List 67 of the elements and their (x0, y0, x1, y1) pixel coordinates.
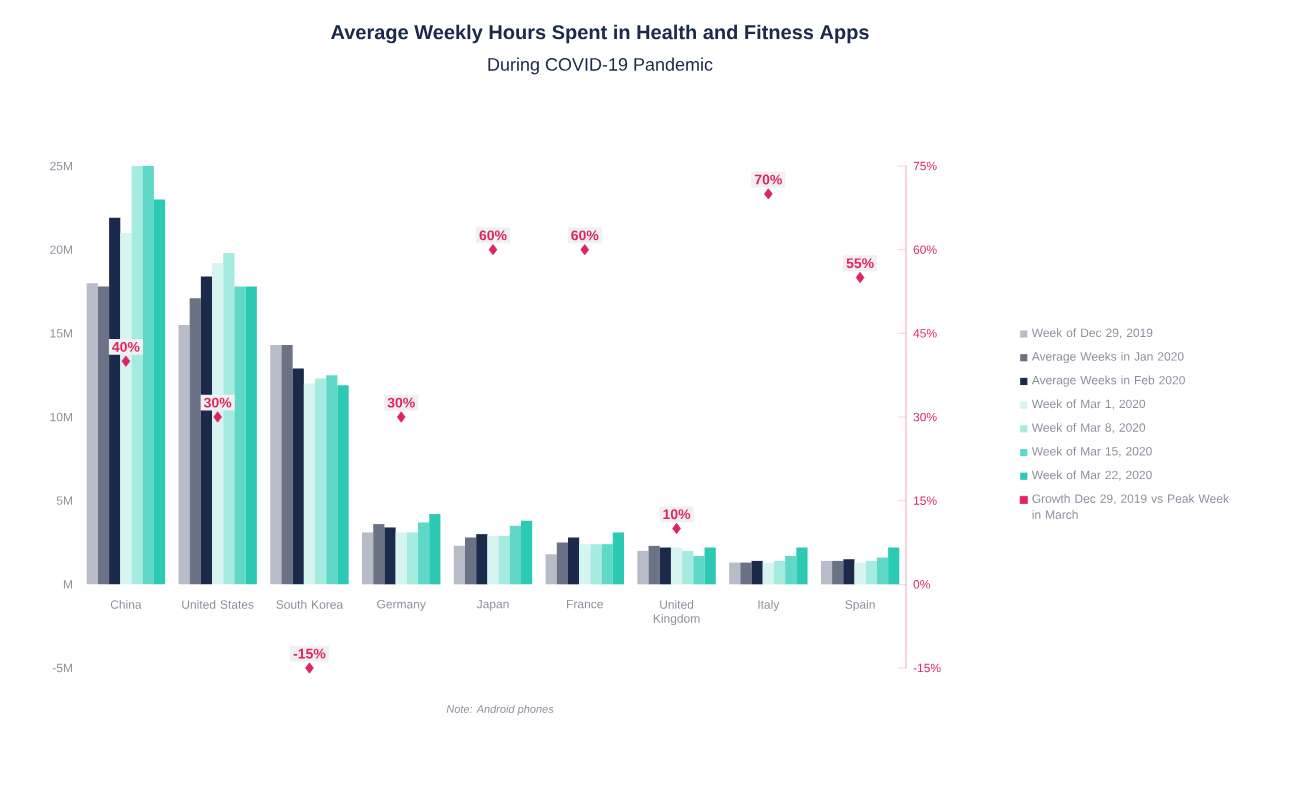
point (764, 188, 773, 200)
bar (509, 525, 521, 585)
bar (97, 286, 110, 585)
point (580, 244, 590, 256)
bar (373, 524, 385, 585)
bar (843, 559, 855, 585)
bar (601, 544, 613, 585)
bar (453, 545, 465, 585)
bar (648, 545, 660, 585)
bar (751, 560, 763, 585)
bar (326, 375, 338, 585)
bar (465, 537, 477, 585)
point (121, 355, 131, 367)
bar (876, 557, 889, 585)
bar (612, 532, 624, 585)
point (213, 411, 222, 423)
bar (498, 535, 510, 585)
bar (832, 560, 844, 585)
bar (142, 166, 154, 585)
bar (315, 378, 327, 585)
point (488, 244, 498, 256)
bar (395, 532, 407, 585)
bar (773, 560, 786, 585)
bar (337, 385, 349, 585)
bar (556, 542, 568, 585)
bar (740, 562, 752, 585)
bar (682, 550, 694, 585)
bar (487, 535, 499, 585)
bar (429, 514, 441, 585)
bar (659, 547, 671, 585)
bar (245, 286, 257, 585)
point (396, 411, 406, 423)
bar (476, 534, 488, 585)
bar (670, 547, 683, 585)
bar (820, 560, 833, 585)
bar (865, 560, 877, 585)
bar (406, 532, 419, 585)
bar (362, 532, 374, 585)
bar (637, 550, 649, 585)
bar (693, 555, 705, 585)
bar (729, 562, 741, 585)
bar (86, 283, 98, 585)
bar (303, 383, 316, 585)
bar (292, 368, 304, 585)
bar (567, 537, 580, 585)
bar (704, 547, 716, 585)
bar (762, 562, 774, 585)
point (305, 662, 314, 674)
point (855, 271, 865, 284)
bar (189, 298, 201, 585)
bar (590, 544, 602, 585)
bar (384, 527, 396, 585)
bar (785, 555, 797, 585)
bar (270, 345, 282, 585)
bar (281, 345, 293, 585)
bar (854, 562, 866, 585)
bar (178, 324, 190, 585)
bar (545, 554, 557, 585)
bar (888, 547, 900, 585)
bar (579, 544, 591, 585)
bar (796, 547, 808, 585)
bar (153, 199, 166, 585)
bar (521, 520, 533, 585)
bar (234, 286, 246, 585)
chart-title: Average Weekly Hours Spent in Health and Fitness Apps (331, 24, 869, 44)
bar (418, 522, 430, 585)
chart-subtitle: During COVID-19 Pandemic (488, 57, 713, 75)
